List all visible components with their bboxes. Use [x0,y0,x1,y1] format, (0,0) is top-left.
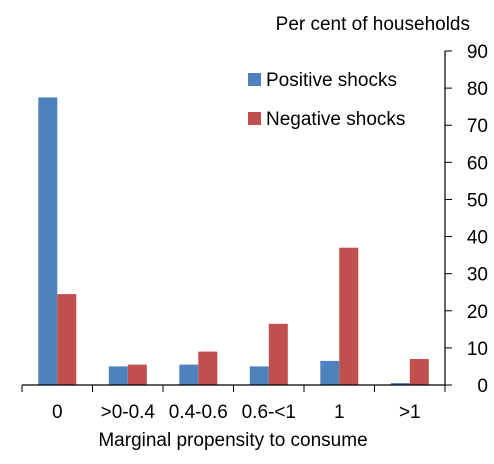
x-tick-label: 0 [52,402,63,423]
legend-swatch-positive [248,73,261,86]
bar-negative-4 [339,247,359,385]
x-axis-ticks: 0 >0-0.4 0.4-0.6 0.6-<1 1 >1 [21,385,446,423]
legend-swatch-negative [248,112,261,125]
bar-positive-5 [390,383,410,385]
bar-positive-3 [249,366,269,385]
y-axis-title: Per cent of households [276,14,470,35]
x-tick-label: 0.6-<1 [242,402,296,423]
y-tick-label: 90 [467,42,488,63]
bar-positive-2 [179,364,199,385]
bar-negative-3 [268,323,288,385]
x-tick-label: 0.4-0.6 [169,402,228,423]
y-tick-label: 30 [467,265,488,286]
legend-label-negative: Negative shocks [266,109,405,130]
legend: Positive shocks Negative shocks [248,70,405,130]
y-axis-ticks: 0 10 20 30 40 50 60 70 80 90 [445,42,488,397]
bar-negative-2 [198,351,218,385]
legend-label-positive: Positive shocks [266,70,397,91]
bar-negative-1 [127,364,147,385]
x-tick-label: >0-0.4 [101,402,156,423]
y-tick-label: 80 [467,79,488,100]
x-tick-label: >1 [399,402,421,423]
bar-negative-0 [57,294,77,385]
bar-positive-4 [320,360,340,385]
x-tick-label: 1 [334,402,345,423]
bar-positive-1 [108,366,128,385]
y-tick-label: 20 [467,302,488,323]
y-tick-label: 70 [467,116,488,137]
y-tick-label: 10 [467,339,488,360]
y-tick-label: 0 [477,376,488,397]
bar-negative-5 [409,359,429,385]
bars-layer [38,97,429,386]
y-tick-label: 50 [467,190,488,211]
x-axis-title: Marginal propensity to consume [98,430,367,451]
bar-positive-0 [38,97,58,386]
y-tick-label: 40 [467,228,488,249]
y-tick-label: 60 [467,153,488,174]
